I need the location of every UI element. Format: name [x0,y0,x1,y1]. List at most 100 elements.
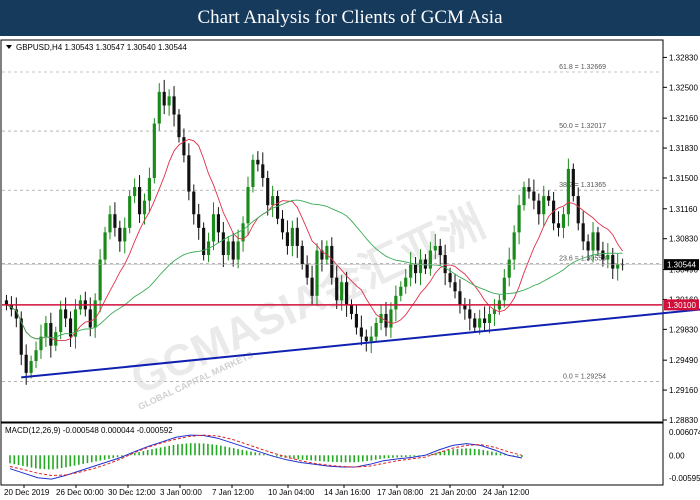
y-tick-label: 1.31160 [669,205,698,214]
candle-body [325,245,329,260]
candle-body [133,187,137,197]
current-price-label: 1.30544 [667,261,696,270]
candle-body [290,227,294,246]
candle-body [537,200,541,215]
candle-body [93,300,97,328]
candle [68,311,73,347]
candle-body [428,250,432,269]
candle [601,241,605,267]
candle [280,210,285,240]
candle [34,341,38,369]
candle [349,299,354,320]
candle-body [344,282,349,305]
candle [98,249,102,313]
macd-line [9,434,523,480]
candle [561,207,566,239]
candle [325,240,329,265]
candle-body [320,250,324,260]
candle-body [611,255,615,269]
candle [152,118,156,184]
candle-body [280,218,285,233]
candle-body [118,227,122,242]
candle [428,241,432,276]
candle-body [103,232,107,260]
x-tick-label: 7 Jan 12:00 [212,488,254,497]
candle [537,193,541,225]
fib-label-1: 50.0 = 1.32017 [559,123,606,130]
candle-body [507,259,511,278]
x-tick-label: 14 Jan 16:00 [324,488,371,497]
candle-body [335,277,339,301]
candle [566,158,570,227]
candle-body [108,214,112,233]
x-tick-label: 24 Jan 12:00 [483,488,530,497]
candle-body [142,200,147,215]
candle-body [433,245,437,251]
candle-body [616,264,620,269]
candle-body [44,323,48,337]
candle [266,170,270,216]
candle-body [256,159,260,165]
candle [123,217,127,254]
candle [423,254,428,275]
candle-body [226,241,230,256]
candle-body [581,223,585,242]
x-tick-label: 3 Jan 00:00 [160,488,202,497]
candle [359,315,363,346]
y-tick-label: 1.28830 [669,416,698,425]
candle [315,243,319,307]
candle [4,294,9,311]
fib-label-4: 0.0 = 1.29254 [563,374,606,381]
candle [556,211,561,237]
candle [547,190,551,207]
candle-body [576,196,580,224]
symbol-info: GBPUSD,H4 1.30543 1.30547 1.30540 1.3054… [16,43,187,52]
candle-body [423,259,428,269]
candle [532,179,536,210]
macd-panel-frame [0,422,664,486]
candle [290,220,294,257]
candle-body [271,196,275,206]
chevron-down-icon[interactable] [6,45,12,49]
candle-body [202,227,206,256]
candle-body [24,354,28,373]
moving-averages [6,138,623,341]
candle-body [295,227,299,246]
candle-body [517,205,521,233]
candle-body [197,214,201,228]
candle [414,257,418,284]
candle-body [502,277,506,301]
candle-body [34,350,38,362]
candle-body [571,168,575,197]
candle [14,297,18,328]
candlesticks [4,79,625,385]
candle-body [147,177,151,201]
candle-body [182,137,186,156]
macd-info: MACD(12,26,9) -0.000548 0.000044 -0.0005… [5,426,173,435]
candle-body [404,277,408,287]
candle-body [157,91,161,124]
candle-body [187,155,191,192]
candle-body [463,304,467,310]
candle [487,306,492,334]
candle-body [522,187,526,206]
candle-body [4,300,9,305]
candle [177,109,181,143]
candle [64,297,68,328]
candle [389,302,393,338]
y-tick-label: 1.32160 [669,114,698,123]
candle [59,300,63,340]
candle [216,207,220,243]
candle-body [556,223,561,228]
candle [231,232,235,267]
ma-fast-line [6,138,623,341]
candle-body [561,214,566,228]
signal-line [9,434,523,477]
fib-label-3: 23.6 = 1.30558 [559,255,606,262]
candle [542,185,546,227]
candle [404,268,408,294]
candle-body [473,318,477,328]
y-tick-label: 1.31500 [669,174,698,183]
candle-body [241,223,245,242]
